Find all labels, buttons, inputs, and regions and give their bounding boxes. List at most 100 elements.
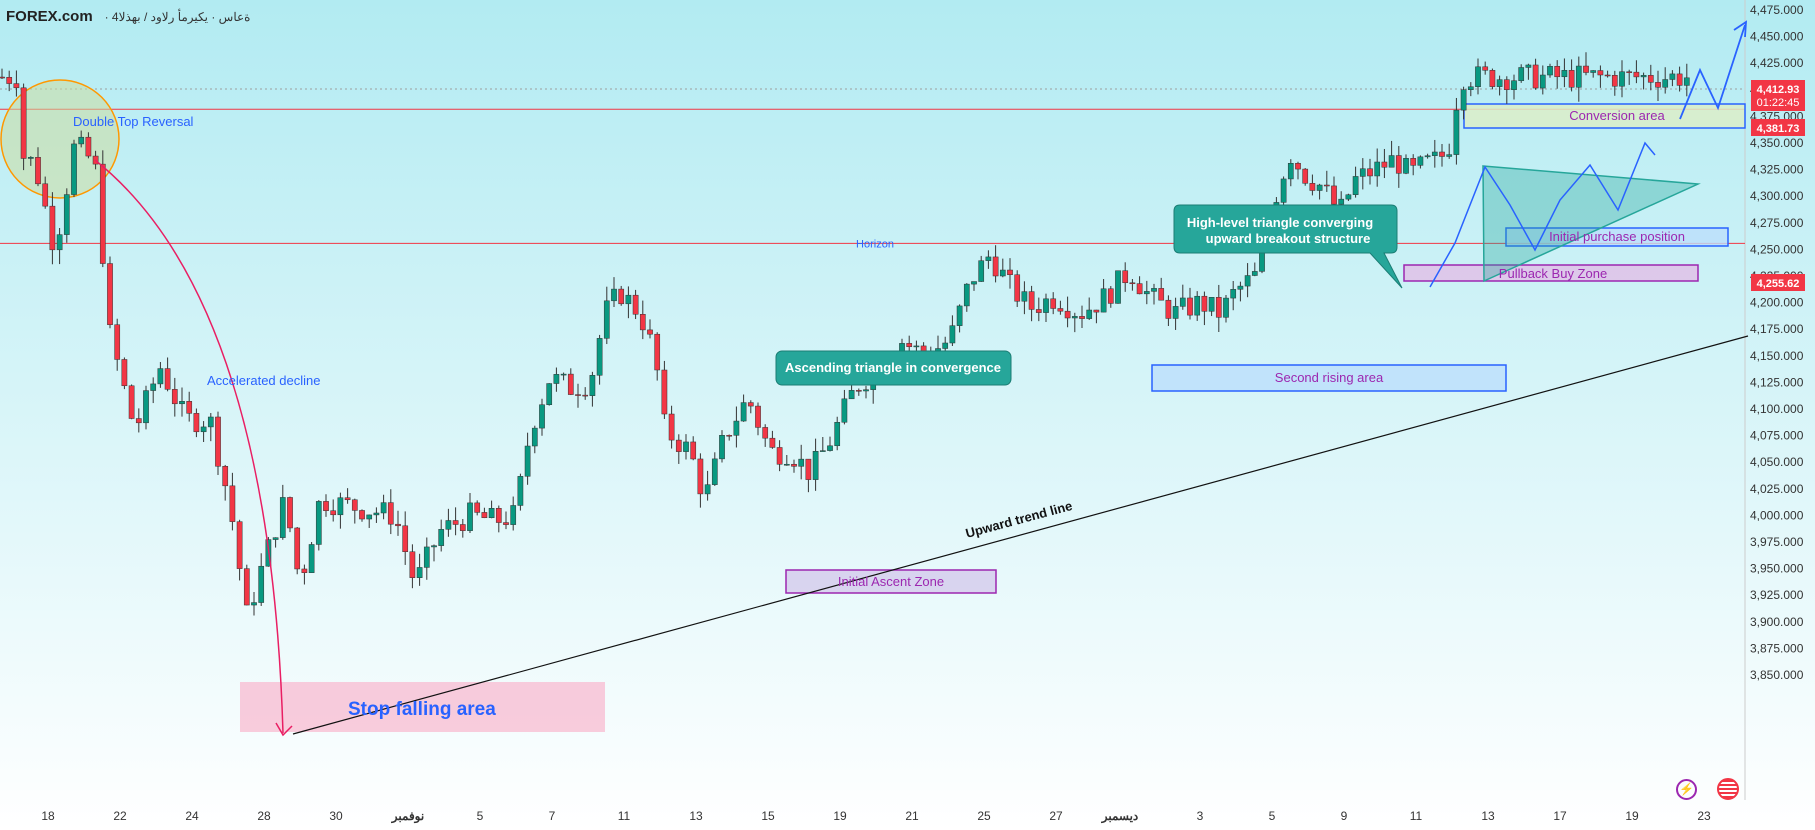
candle-body <box>128 385 135 419</box>
candle-body <box>683 441 689 452</box>
candle-body <box>1453 109 1460 155</box>
candle-body <box>6 77 13 84</box>
candle-body <box>776 447 783 465</box>
candle-body <box>1287 163 1294 180</box>
candle-body <box>1309 183 1316 191</box>
candle-body <box>690 441 697 460</box>
candle-body <box>1467 86 1474 90</box>
candle-body <box>531 427 538 447</box>
candle-body <box>618 288 625 305</box>
price-tick-label: 4,050.000 <box>1750 455 1804 469</box>
candle-body <box>1352 176 1359 195</box>
candle-body <box>1446 154 1453 157</box>
current-price-tag-bg <box>1751 80 1805 111</box>
candle-body <box>863 389 869 392</box>
candle-body <box>78 136 85 145</box>
candle-body <box>913 345 920 348</box>
initial-purchase-zone <box>1505 227 1729 247</box>
candle-body <box>171 389 178 405</box>
price-tick-label: 4,325.000 <box>1750 163 1804 177</box>
candle-body <box>157 368 164 385</box>
candle-body <box>546 383 553 405</box>
decline-curve <box>94 159 284 734</box>
candle-body <box>373 512 380 516</box>
candle-body <box>1014 274 1021 302</box>
candle-body <box>1316 184 1323 191</box>
candle-body <box>308 544 315 573</box>
candle-body <box>1374 161 1381 177</box>
lightning-icon[interactable]: ⚡ <box>1676 779 1697 800</box>
candle-body <box>301 568 308 573</box>
candle-body <box>1295 163 1301 170</box>
candle-body <box>459 524 466 531</box>
candle-body <box>1050 298 1057 309</box>
candle-body <box>963 283 970 307</box>
high-level-callout-line1: High-level triangle converging <box>1187 215 1373 230</box>
candle-body <box>1640 75 1647 78</box>
high-level-callout-box <box>1173 204 1403 289</box>
candle-body <box>1604 74 1611 77</box>
horizon-tag-bg <box>1751 274 1805 291</box>
annotation-zones-layer <box>0 79 1746 732</box>
candle-body <box>1302 168 1309 184</box>
candle-body <box>697 458 704 495</box>
candle-body <box>1532 64 1539 89</box>
candle-body <box>0 76 5 79</box>
price-tick-label: 4,175.000 <box>1750 322 1804 336</box>
price-tick-label: 4,250.000 <box>1750 242 1804 256</box>
ascending-triangle-callout-box <box>775 350 1012 386</box>
candle-body <box>344 497 351 501</box>
candle-body <box>589 375 596 396</box>
candle-body <box>71 143 77 195</box>
time-tick-label: 11 <box>1410 809 1423 823</box>
candle-body <box>1323 184 1330 187</box>
candle-body <box>1230 289 1237 299</box>
candle-body <box>1395 155 1402 174</box>
candle-body <box>1410 158 1417 166</box>
candle-body <box>1381 161 1388 168</box>
candle-body <box>272 537 279 540</box>
candle-body <box>1496 79 1503 87</box>
price-tick-label: 4,300.000 <box>1750 189 1804 203</box>
price-tick-label: 4,450.000 <box>1750 30 1804 44</box>
candle-body <box>1431 151 1438 156</box>
candle-body <box>1187 297 1193 316</box>
candle-body <box>1100 288 1107 313</box>
candle-body <box>675 439 682 452</box>
candle-body <box>906 343 913 347</box>
candle-body <box>1417 156 1424 166</box>
candle-body <box>1093 309 1100 313</box>
time-tick-label: 19 <box>1625 809 1639 823</box>
candle-body <box>1503 79 1510 90</box>
candle-body <box>848 390 855 400</box>
candle-body <box>337 497 344 516</box>
candle-body <box>747 402 754 407</box>
horizon-tag-value: 4,255.62 <box>1757 278 1800 290</box>
time-axis: 18 22 24 28 30 نوفمبر 5 7 11 13 15 19 21 25 27 ديسمبر 3 5… <box>41 809 1711 824</box>
us-flag-icon[interactable] <box>1717 778 1739 800</box>
candle-body <box>711 458 718 485</box>
high-level-triangle <box>1482 165 1701 283</box>
symbol-subtitle: · 4ةعاس · يكيرمأ رلاود / بهذلا <box>104 10 251 24</box>
candle-body <box>1547 66 1553 76</box>
candle-body <box>1482 66 1489 71</box>
time-tick-label: 13 <box>689 809 703 823</box>
time-tick-label: 28 <box>257 809 271 823</box>
candle-body <box>1122 270 1129 284</box>
candle-body <box>841 398 848 423</box>
candle-body <box>452 520 459 525</box>
candle-body <box>1611 75 1618 87</box>
candle-body <box>1194 295 1201 316</box>
candle-body <box>1575 65 1582 88</box>
price-tick-label: 3,975.000 <box>1750 535 1804 549</box>
double-top-circle <box>0 79 120 199</box>
candle-body <box>207 416 214 428</box>
candle-body <box>1669 73 1676 80</box>
candle-body <box>510 505 517 525</box>
candle-body <box>1172 306 1179 319</box>
candle-body <box>121 359 128 387</box>
candle-body <box>1215 297 1222 318</box>
candle-body <box>1424 155 1431 158</box>
